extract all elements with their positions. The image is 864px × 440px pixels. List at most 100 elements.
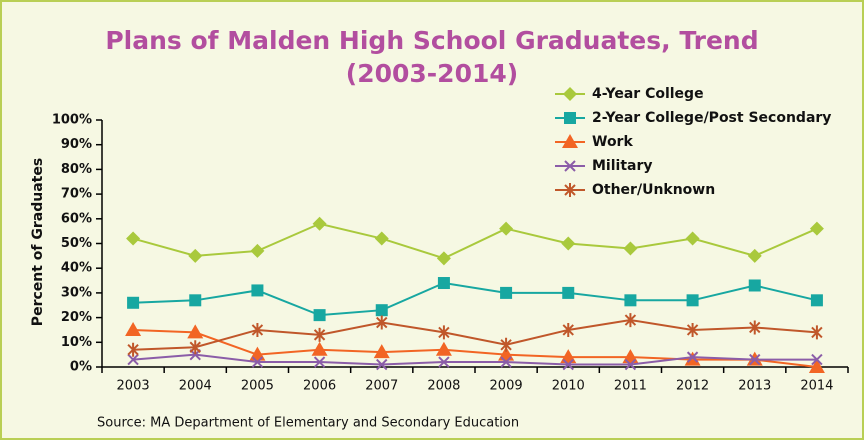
y-tick-label: 20% <box>61 310 92 325</box>
x-tick-label: 2009 <box>490 379 523 394</box>
series-line <box>132 222 818 260</box>
marker-shape <box>373 344 390 359</box>
marker <box>563 87 577 101</box>
marker <box>749 353 761 366</box>
marker-shape <box>562 286 575 299</box>
marker-shape <box>436 251 451 266</box>
marker <box>562 134 578 148</box>
marker <box>313 309 326 322</box>
x-tick-label: 2005 <box>241 379 274 394</box>
marker-shape <box>189 294 202 307</box>
marker-shape <box>376 315 388 330</box>
marker <box>808 359 825 373</box>
marker <box>809 221 824 236</box>
marker <box>623 241 638 256</box>
marker-shape <box>375 304 388 317</box>
marker-shape <box>188 248 203 263</box>
marker-shape <box>127 296 140 309</box>
marker-shape <box>809 221 824 236</box>
marker <box>685 231 700 246</box>
x-tick-label: 2010 <box>552 379 585 394</box>
marker <box>313 356 326 368</box>
marker-shape <box>251 284 264 297</box>
marker-shape <box>811 353 823 366</box>
marker <box>561 236 576 251</box>
series-line <box>133 319 817 351</box>
marker-shape <box>808 359 825 373</box>
marker-shape <box>313 356 326 368</box>
marker <box>126 231 141 246</box>
y-axis-label: Percent of Graduates <box>30 158 46 326</box>
y-tick-label: 30% <box>61 285 92 300</box>
marker <box>251 356 264 368</box>
marker-shape <box>686 322 699 337</box>
marker-shape <box>500 286 513 299</box>
marker <box>686 351 699 363</box>
marker-shape <box>500 356 512 368</box>
x-tick-label: 2014 <box>800 379 833 394</box>
marker <box>749 320 761 335</box>
marker-shape <box>251 322 264 337</box>
marker <box>686 294 699 307</box>
marker <box>127 296 140 309</box>
marker <box>311 341 328 356</box>
legend-label: Work <box>592 134 633 150</box>
marker-shape <box>313 327 326 342</box>
x-tick-label: 2007 <box>365 379 398 394</box>
marker <box>250 243 265 258</box>
marker <box>312 216 327 231</box>
marker-shape <box>500 337 512 352</box>
marker-shape <box>561 236 576 251</box>
marker <box>187 324 204 339</box>
marker-shape <box>438 325 450 340</box>
marker <box>747 248 762 263</box>
y-tick-label: 50% <box>61 236 92 251</box>
marker <box>564 112 576 124</box>
marker <box>562 286 575 299</box>
legend-label: 2-Year College/Post Secondary <box>592 110 831 126</box>
marker <box>562 358 574 371</box>
legend-label: 4-Year College <box>592 86 704 102</box>
marker <box>127 342 139 357</box>
marker <box>811 325 823 340</box>
marker <box>624 313 637 328</box>
x-tick-label: 2003 <box>117 379 150 394</box>
marker <box>435 341 452 356</box>
marker-shape <box>623 241 638 256</box>
marker-shape <box>126 231 141 246</box>
marker-shape <box>562 358 574 371</box>
marker <box>436 251 451 266</box>
marker <box>500 286 513 299</box>
marker-shape <box>749 353 761 366</box>
y-tick-label: 60% <box>61 211 92 226</box>
marker-shape <box>564 160 576 172</box>
marker <box>251 284 264 297</box>
marker-shape <box>311 341 328 356</box>
marker-shape <box>562 322 574 337</box>
marker <box>251 322 264 337</box>
series-line <box>133 281 818 317</box>
marker-shape <box>437 277 450 290</box>
marker <box>564 183 576 197</box>
marker-shape <box>810 294 823 307</box>
chart-title: Plans of Malden High School Graduates, T… <box>105 26 759 88</box>
marker-shape <box>748 279 761 292</box>
marker <box>438 325 450 340</box>
x-tick-label: 2008 <box>427 379 460 394</box>
marker-shape <box>250 243 265 258</box>
marker <box>373 344 390 359</box>
y-tick-label: 90% <box>61 137 92 152</box>
marker <box>376 315 388 330</box>
y-tick-label: 40% <box>61 261 92 276</box>
series-line <box>133 328 818 368</box>
marker-shape <box>125 321 142 336</box>
marker-shape <box>187 324 204 339</box>
x-tick-label: 2004 <box>179 379 212 394</box>
marker <box>500 356 512 368</box>
marker <box>810 294 823 307</box>
marker <box>189 294 202 307</box>
marker-shape <box>685 231 700 246</box>
marker <box>125 321 142 336</box>
y-tick-label: 10% <box>61 335 92 350</box>
marker <box>374 231 389 246</box>
